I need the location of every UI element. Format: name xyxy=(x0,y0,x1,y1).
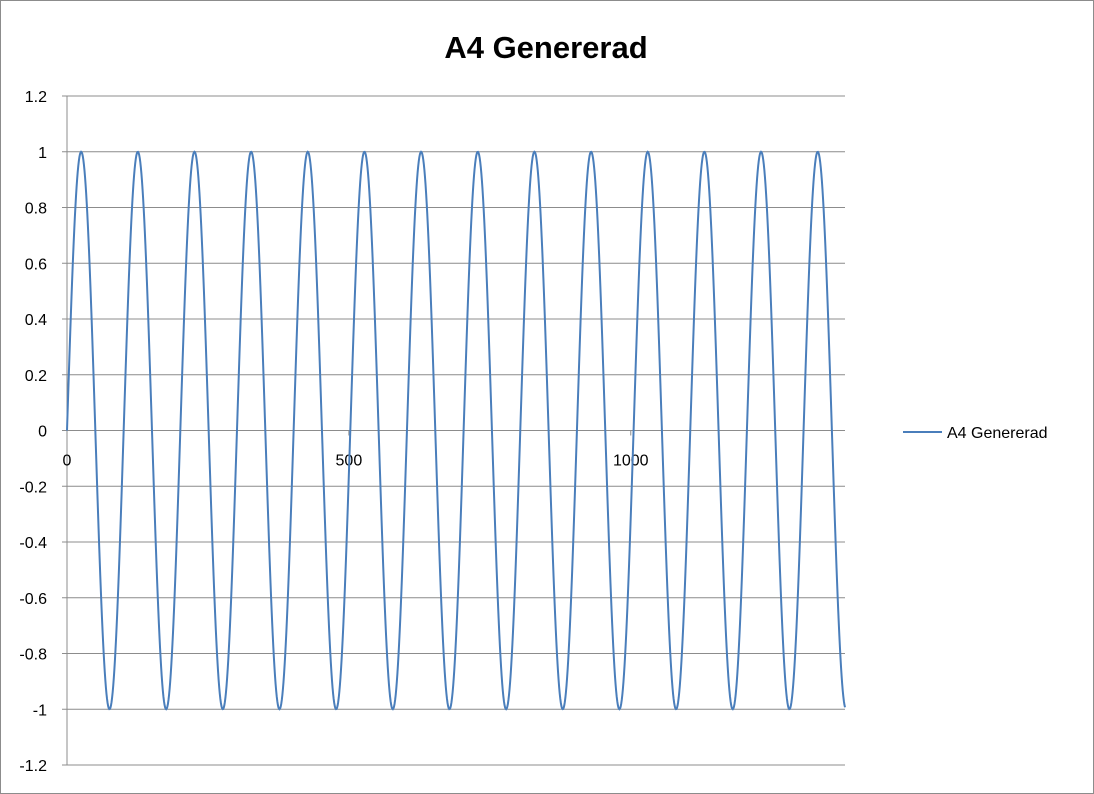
legend: A4 Genererad xyxy=(903,425,1048,442)
series-line xyxy=(66,150,846,711)
y-tick-label: 0.6 xyxy=(25,256,47,273)
chart-title: A4 Genererad xyxy=(444,30,647,65)
y-tick-label: 0.2 xyxy=(25,368,47,385)
y-tick-label: 0.4 xyxy=(25,312,47,329)
y-tick-label: -1.2 xyxy=(19,758,47,775)
x-tick-label: 0 xyxy=(63,453,72,470)
x-tick-label: 1000 xyxy=(613,453,649,470)
legend-label: A4 Genererad xyxy=(947,425,1048,442)
y-tick-label: -0.2 xyxy=(19,479,47,496)
y-tick-label: -0.4 xyxy=(19,535,47,552)
y-tick-label: 0.8 xyxy=(25,201,47,218)
y-tick-label: 0 xyxy=(38,424,47,441)
y-tick-label: -0.8 xyxy=(19,647,47,664)
y-tick-label: -0.6 xyxy=(19,591,47,608)
y-tick-label: 1.2 xyxy=(25,89,47,106)
y-tick-label: 1 xyxy=(38,145,47,162)
axes: 1.2 1 0.8 0.6 0.4 0.2 0 -0.2 -0.4 -0.6 -0.8 -1 -1.2 0… xyxy=(19,89,845,775)
series-layer xyxy=(66,150,846,711)
y-tick-label: -1 xyxy=(33,702,47,719)
